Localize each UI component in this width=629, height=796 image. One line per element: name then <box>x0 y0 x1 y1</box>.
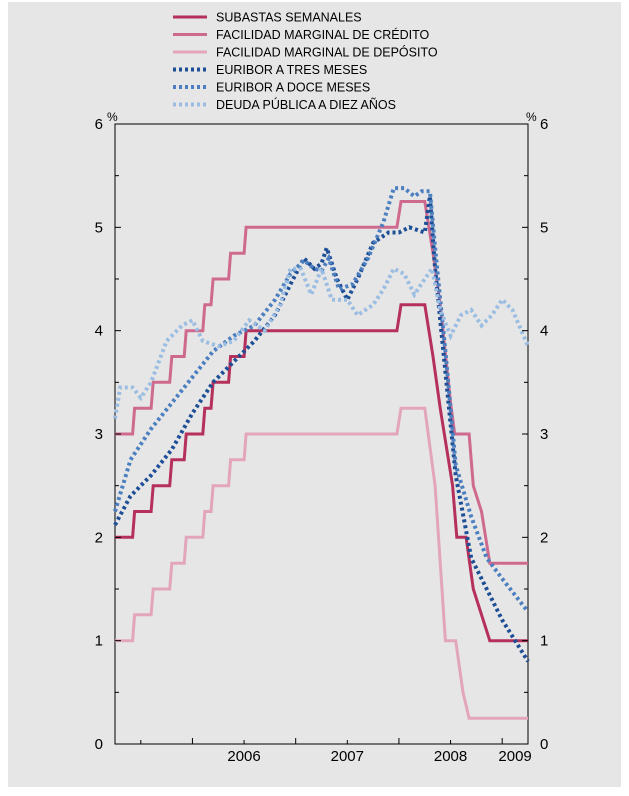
series-line-5 <box>113 262 530 419</box>
series-line-0 <box>115 303 528 643</box>
y-unit-left: % <box>107 110 118 124</box>
series-line-3 <box>113 196 530 663</box>
y-tick-label-left: 3 <box>95 426 103 443</box>
x-tick-label: 2007 <box>331 748 364 765</box>
chart-panel <box>8 2 621 787</box>
legend: SUBASTAS SEMANALES FACILIDAD MARGINAL DE … <box>173 11 438 112</box>
y-tick-label-left: 6 <box>95 116 103 133</box>
y-tick-label-left: 2 <box>95 529 103 546</box>
legend-label-5: DEUDA PÚBLICA A DIEZ AÑOS <box>216 97 396 112</box>
legend-label-0: SUBASTAS SEMANALES <box>216 11 362 25</box>
y-tick-label-right: 5 <box>540 219 548 236</box>
legend-label-3: EURIBOR A TRES MESES <box>216 63 367 77</box>
y-tick-label-left: 0 <box>95 736 103 753</box>
series-line-4 <box>113 186 530 613</box>
y-tick-label-right: 4 <box>540 323 548 340</box>
legend-label-4: EURIBOR A DOCE MESES <box>216 81 370 95</box>
x-tick-label: 2009 <box>498 748 531 765</box>
y-tick-label-right: 2 <box>540 529 548 546</box>
legend-label-2: FACILIDAD MARGINAL DE DEPÓSITO <box>216 45 438 60</box>
y-tick-label-left: 5 <box>95 219 103 236</box>
x-tick-label: 2006 <box>227 748 260 765</box>
legend-label-1: FACILIDAD MARGINAL DE CRÉDITO <box>216 27 430 42</box>
series-line-2 <box>115 406 528 720</box>
y-tick-label-right: 6 <box>540 116 548 133</box>
y-tick-label-right: 1 <box>540 633 548 650</box>
y-tick-label-left: 4 <box>95 323 103 340</box>
series-line-1 <box>115 200 528 565</box>
x-tick-label: 2008 <box>434 748 467 765</box>
series-layer <box>113 186 530 720</box>
y-tick-label-right: 3 <box>540 426 548 443</box>
axes-layer: 0 0 1 1 2 2 3 3 4 4 5 5 6 6 2006 2007 2008 2009 <box>95 116 549 765</box>
y-tick-label-left: 1 <box>95 633 103 650</box>
y-unit-right: % <box>526 110 537 124</box>
y-tick-label-right: 0 <box>540 736 548 753</box>
